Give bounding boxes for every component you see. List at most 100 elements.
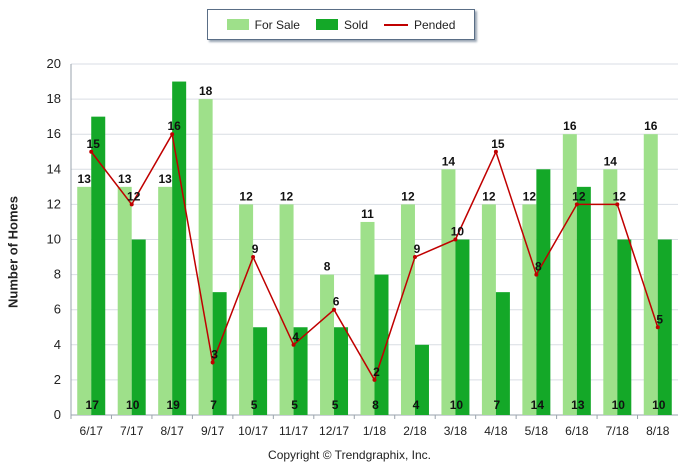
y-tick-label: 18 <box>47 91 61 106</box>
sold-value-label: 5 <box>291 398 298 412</box>
pended-line <box>89 132 660 382</box>
for-sale-value-label: 14 <box>442 154 456 168</box>
legend-item-pended: Pended <box>384 18 455 32</box>
pended-point <box>412 255 417 260</box>
sold-value-label: 10 <box>652 398 666 412</box>
x-tick-label: 12/17 <box>319 424 349 438</box>
for-sale-value-label: 13 <box>158 172 172 186</box>
sold-value-label: 19 <box>166 398 180 412</box>
y-tick-label: 8 <box>54 267 61 282</box>
for-sale-value-label: 8 <box>324 260 331 274</box>
x-tick-label: 6/17 <box>80 424 104 438</box>
sold-value-label: 17 <box>86 398 100 412</box>
y-axis-title-wrap: Number of Homes <box>6 196 21 308</box>
for-sale-value-label: 12 <box>482 189 496 203</box>
pended-point <box>534 272 539 277</box>
sold-value-label: 14 <box>531 398 545 412</box>
for-sale-bar <box>481 204 496 415</box>
sold-bar <box>576 186 591 415</box>
for-sale-value-label: 12 <box>239 189 253 203</box>
legend-item-for-sale: For Sale <box>226 18 300 32</box>
sold-bar <box>657 239 672 415</box>
pended-value-label: 12 <box>572 189 586 203</box>
pended-value-label: 12 <box>613 189 627 203</box>
for-sale-bar <box>360 221 375 415</box>
for-sale-value-label: 13 <box>118 172 132 186</box>
pended-value-label: 15 <box>491 137 505 151</box>
legend-item-sold: Sold <box>315 17 368 32</box>
for-sale-bar <box>239 204 254 415</box>
x-tick-label: 8/17 <box>160 424 184 438</box>
for-sale-swatch <box>226 19 249 30</box>
sold-value-label: 10 <box>126 398 140 412</box>
for-sale-value-label: 11 <box>361 207 374 221</box>
x-tick-label: 11/17 <box>279 424 308 438</box>
x-tick-label: 4/18 <box>484 424 508 438</box>
pended-value-label: 16 <box>167 119 181 133</box>
legend-label-pended: Pended <box>414 17 456 32</box>
bars <box>77 81 672 416</box>
pended-value-label: 10 <box>451 225 465 239</box>
x-tick-label: 1/18 <box>363 424 387 438</box>
pended-value-label: 4 <box>292 330 299 344</box>
for-sale-bar <box>77 186 92 415</box>
for-sale-bar <box>643 134 658 415</box>
pended-value-label: 9 <box>414 242 421 256</box>
sold-value-label: 10 <box>450 398 464 412</box>
y-tick-label: 14 <box>47 161 61 176</box>
y-tick-label: 2 <box>54 372 61 387</box>
for-sale-bar <box>522 204 537 415</box>
x-tick-label: 3/18 <box>444 424 468 438</box>
x-tick-label: 2/18 <box>403 424 427 438</box>
sold-bar <box>91 116 106 416</box>
x-tick-label: 9/17 <box>201 424 225 438</box>
for-sale-bar <box>603 169 618 415</box>
pended-value-label: 15 <box>87 137 101 151</box>
sold-value-label: 7 <box>494 398 501 412</box>
x-tick-label: 7/18 <box>606 424 630 438</box>
sold-value-label: 4 <box>413 398 420 412</box>
sold-value-label: 10 <box>612 398 626 412</box>
sold-bar <box>536 169 551 415</box>
for-sale-value-label: 12 <box>523 189 537 203</box>
sold-value-label: 13 <box>571 398 585 412</box>
sold-value-label: 8 <box>372 398 379 412</box>
pended-value-label: 3 <box>211 347 218 361</box>
pended-point <box>332 307 337 312</box>
y-tick-label: 20 <box>47 56 61 71</box>
pended-value-label: 2 <box>373 365 380 379</box>
for-sale-bar <box>562 134 577 415</box>
pended-point <box>574 202 579 207</box>
y-tick-label: 10 <box>47 232 61 247</box>
y-tick-label: 12 <box>47 196 61 211</box>
x-tick-label: 5/18 <box>525 424 549 438</box>
legend-label-sold: Sold <box>343 17 368 32</box>
pended-value-label: 6 <box>333 295 340 309</box>
sold-value-label: 7 <box>210 398 217 412</box>
x-tick-label: 7/17 <box>120 424 144 438</box>
y-tick-label: 16 <box>47 126 61 141</box>
for-sale-value-label: 16 <box>644 119 658 133</box>
pended-point <box>129 202 134 207</box>
pended-swatch <box>384 23 408 26</box>
for-sale-bar <box>400 204 415 415</box>
sold-bar <box>253 327 268 415</box>
pended-value-label: 12 <box>127 189 141 203</box>
pended-value-label: 5 <box>656 312 663 326</box>
for-sale-value-label: 16 <box>563 119 577 133</box>
sold-bar <box>455 239 470 415</box>
pended-point <box>251 255 256 260</box>
legend: For Sale Sold Pended <box>207 9 475 40</box>
for-sale-value-label: 12 <box>401 189 415 203</box>
sold-swatch <box>315 19 338 30</box>
sold-bar <box>131 239 146 415</box>
for-sale-bar <box>441 169 456 415</box>
sold-bar <box>212 292 227 415</box>
sold-bar <box>374 274 389 415</box>
pended-point <box>170 132 175 137</box>
for-sale-value-label: 18 <box>199 84 213 98</box>
sold-bar <box>617 239 632 415</box>
for-sale-value-label: 13 <box>78 172 92 186</box>
for-sale-bar <box>198 99 213 415</box>
sold-value-label: 5 <box>251 398 258 412</box>
